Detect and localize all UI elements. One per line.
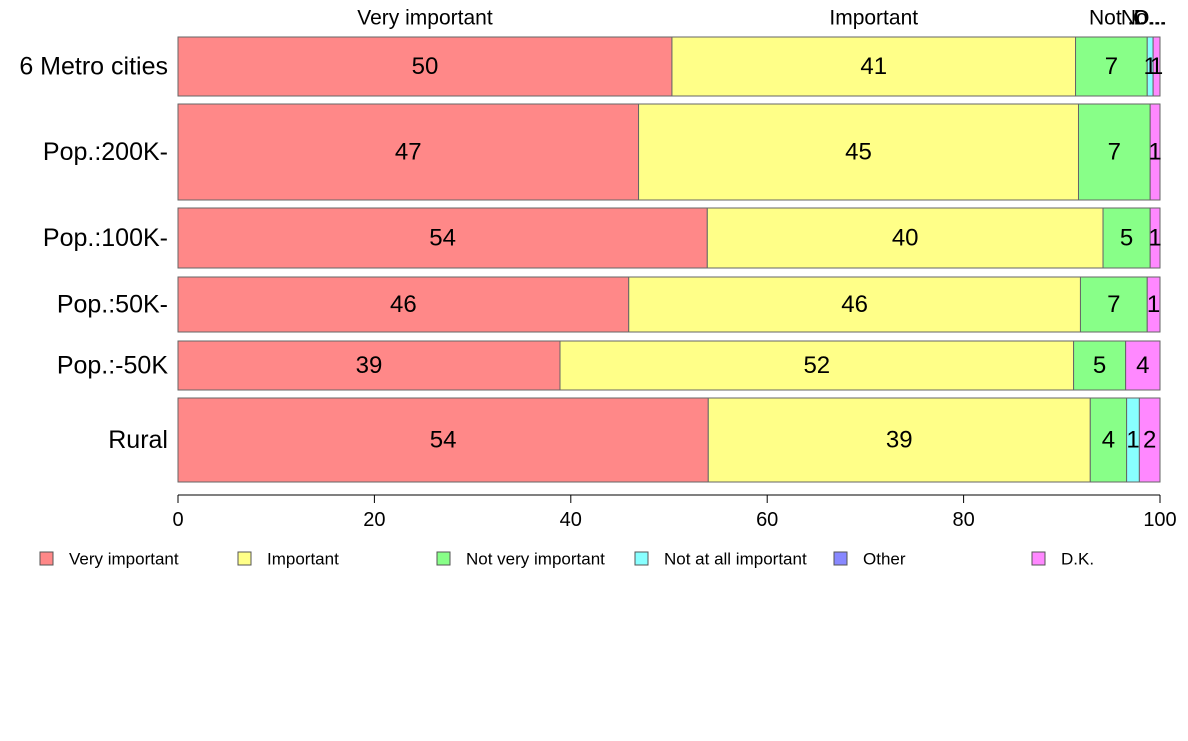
x-tick-label: 80: [952, 509, 974, 531]
legend: Very important Important Not very importan…: [39, 550, 1094, 569]
data-label-pop-50k-very-important: 46: [390, 291, 417, 318]
bar-pop-50k-very-important: [177, 276, 630, 333]
data-label-pop-50k-d-k: 1: [1147, 291, 1160, 318]
data-label-6-metro-cities-important: 41: [860, 53, 887, 80]
category-label: 6 Metro cities: [19, 53, 168, 81]
legend-swatch-not-at-all-important: [634, 551, 649, 566]
data-label-pop-200k-very-important: 47: [395, 139, 422, 166]
bar-pop-200k-important: [638, 103, 1079, 201]
top-label: Very important: [357, 7, 493, 30]
data-label-6-metro-cities-d-k: 1: [1150, 53, 1163, 80]
top-label: Not ...: [1089, 7, 1145, 30]
data-label-pop-100k-not-very-important: 5: [1120, 225, 1133, 252]
legend-label-d-k: D.K.: [1061, 550, 1094, 569]
data-label-pop-100k-d-k: 1: [1148, 225, 1161, 252]
legend-swatch-other: [833, 551, 848, 566]
x-tick-label: 60: [756, 509, 778, 531]
data-label-rural-d-k: 2: [1143, 427, 1156, 454]
legend-label-not-very-important: Not very important: [466, 550, 605, 569]
bar-pop-100k-very-important: [177, 207, 708, 269]
bar-pop-50k-d-k: [1125, 340, 1161, 391]
data-label-pop-50k-d-k: 4: [1136, 352, 1149, 379]
category-label: Pop.:-50K: [57, 352, 169, 380]
legend-swatch-not-very-important: [436, 551, 451, 566]
top-label: No...: [1121, 7, 1165, 30]
top-labels: Very important Important Not ...No...O...D…: [357, 7, 1167, 30]
data-label-6-metro-cities-very-important: 50: [412, 53, 439, 80]
x-tick-label: 20: [363, 509, 385, 531]
x-axis: 0 20 40 60 80 100: [172, 494, 1177, 531]
category-labels: 6 Metro cities Pop.:200K- Pop.:100K- Pop.:5…: [19, 53, 168, 455]
bar-pop-50k-important: [559, 340, 1075, 391]
bar-pop-100k-not-very-important: [1102, 207, 1151, 269]
bar-pop-100k-important: [706, 207, 1104, 269]
bar-pop-200k-very-important: [177, 103, 640, 201]
data-label-pop-100k-important: 40: [892, 225, 919, 252]
bar-rural-not-very-important: [1089, 397, 1128, 483]
data-label-pop-50k-very-important: 39: [356, 352, 383, 379]
bar-6-metro-cities-very-important: [177, 36, 673, 97]
bar-pop-50k-d-k: [1146, 276, 1161, 333]
x-tick-label: 40: [560, 509, 582, 531]
bar-6-metro-cities-not-very-important: [1075, 36, 1148, 97]
data-label-pop-200k-important: 45: [845, 139, 872, 166]
data-label-pop-50k-important: 46: [841, 291, 868, 318]
data-label-pop-200k-not-very-important: 7: [1108, 139, 1121, 166]
bar-pop-100k-d-k: [1149, 207, 1161, 269]
data-label-pop-100k-very-important: 54: [429, 225, 456, 252]
data-label-pop-50k-not-very-important: 7: [1107, 291, 1120, 318]
bar-pop-50k-very-important: [177, 340, 561, 391]
data-label-6-metro-cities-not-very-important: 7: [1105, 53, 1118, 80]
bar-pop-50k-not-very-important: [1073, 340, 1127, 391]
data-label-rural-not-at-all-important: 1: [1126, 427, 1139, 454]
data-label-pop-50k-not-very-important: 5: [1093, 352, 1106, 379]
bar-6-metro-cities-d-k: [1152, 36, 1161, 97]
legend-swatch-important: [237, 551, 252, 566]
data-label-pop-50k-important: 52: [803, 352, 830, 379]
bar-pop-200k-d-k: [1149, 103, 1161, 201]
top-label: D...: [1134, 7, 1167, 30]
category-label: Pop.:200K-: [43, 138, 168, 166]
legend-swatch-very-important: [39, 551, 54, 566]
legend-label-important: Important: [267, 550, 339, 569]
top-label: O...: [1133, 7, 1167, 30]
category-label: Pop.:100K-: [43, 224, 168, 252]
data-label-rural-very-important: 54: [430, 427, 457, 454]
category-label: Pop.:50K-: [57, 291, 168, 319]
bar-rural-important: [707, 397, 1091, 483]
x-tick-label: 0: [172, 509, 183, 531]
legend-label-very-important: Very important: [69, 550, 179, 569]
bar-rural-very-important: [177, 397, 709, 483]
category-label: Rural: [108, 426, 168, 454]
bar-pop-50k-not-very-important: [1079, 276, 1148, 333]
top-label: Important: [829, 7, 918, 30]
data-label-pop-200k-d-k: 1: [1148, 139, 1161, 166]
x-tick-label: 100: [1143, 509, 1176, 531]
legend-label-not-at-all-important: Not at all important: [664, 550, 807, 569]
data-label-rural-important: 39: [886, 427, 913, 454]
legend-swatch-d-k: [1031, 551, 1046, 566]
bar-pop-200k-not-very-important: [1077, 103, 1151, 201]
legend-label-other: Other: [863, 550, 906, 569]
bar-6-metro-cities-important: [671, 36, 1077, 97]
data-label-rural-not-very-important: 4: [1102, 427, 1115, 454]
bar-rural-d-k: [1138, 397, 1161, 483]
